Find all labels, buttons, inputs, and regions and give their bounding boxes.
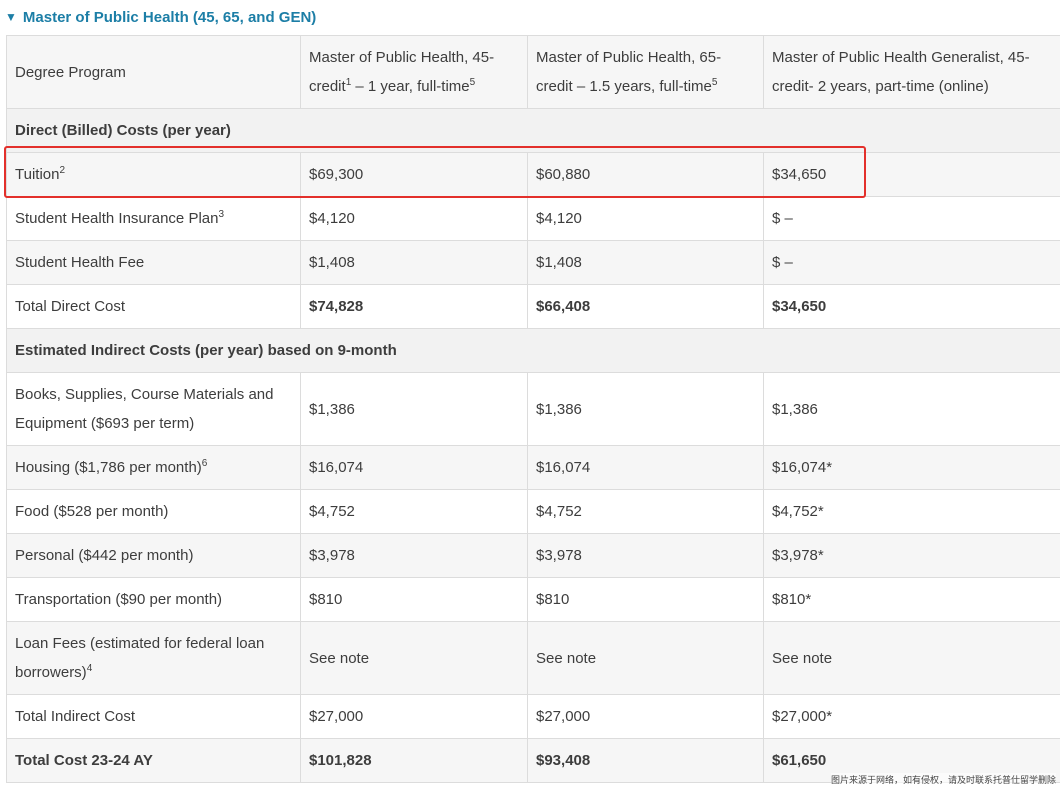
cell-value: $4,752: [527, 489, 764, 534]
header-mph-65: Master of Public Health, 65-credit – 1.5…: [527, 35, 764, 109]
cell-value: See note: [527, 621, 764, 695]
row-total-indirect: Total Indirect Cost $27,000 $27,000 $27,…: [6, 694, 1060, 739]
cell-value: $4,120: [527, 196, 764, 241]
cell-value: $4,120: [300, 196, 528, 241]
cell-value: $810: [527, 577, 764, 622]
row-personal: Personal ($442 per month) $3,978 $3,978 …: [6, 533, 1060, 578]
cell-value: $ –: [763, 240, 1060, 285]
cell-value: See note: [300, 621, 528, 695]
cell-value: $27,000: [527, 694, 764, 739]
cell-value: $16,074*: [763, 445, 1060, 490]
cell-value: $4,752: [300, 489, 528, 534]
section-header-indirect: Estimated Indirect Costs (per year) base…: [6, 328, 1060, 373]
cell-value: $101,828: [300, 738, 528, 783]
row-label: Student Health Insurance Plan3: [6, 196, 301, 241]
cell-value: $3,978*: [763, 533, 1060, 578]
cell-value: $810*: [763, 577, 1060, 622]
cell-value: $74,828: [300, 284, 528, 329]
row-tuition: Tuition2 $69,300 $60,880 $34,650: [6, 152, 1060, 197]
header-degree-program: Degree Program: [6, 35, 301, 109]
row-label: Total Cost 23-24 AY: [6, 738, 301, 783]
cell-value: $1,408: [527, 240, 764, 285]
row-label: Food ($528 per month): [6, 489, 301, 534]
watermark-text: 图片来源于网络，如有侵权，请及时联系托普仕留学删除: [830, 773, 1056, 786]
cell-value: $1,386: [763, 372, 1060, 446]
cell-value: $3,978: [300, 533, 528, 578]
cell-value: $1,386: [300, 372, 528, 446]
cost-table: Degree Program Master of Public Health, …: [6, 35, 1060, 783]
row-health-fee: Student Health Fee $1,408 $1,408 $ –: [6, 240, 1060, 285]
table-header-row: Degree Program Master of Public Health, …: [6, 35, 1060, 109]
row-label: Student Health Fee: [6, 240, 301, 285]
accordion-title: Master of Public Health (45, 65, and GEN…: [22, 8, 317, 26]
row-label: Total Direct Cost: [6, 284, 301, 329]
cell-value: $93,408: [527, 738, 764, 783]
row-transportation: Transportation ($90 per month) $810 $810…: [6, 577, 1060, 622]
cell-value: $69,300: [300, 152, 528, 197]
row-food: Food ($528 per month) $4,752 $4,752 $4,7…: [6, 489, 1060, 534]
row-label: Total Indirect Cost: [6, 694, 301, 739]
cell-value: $3,978: [527, 533, 764, 578]
cell-value: $810: [300, 577, 528, 622]
cell-value: $34,650: [763, 284, 1060, 329]
cell-value: $1,386: [527, 372, 764, 446]
cell-value: $60,880: [527, 152, 764, 197]
cell-value: $27,000*: [763, 694, 1060, 739]
row-label: Housing ($1,786 per month)6: [6, 445, 301, 490]
row-label: Tuition2: [6, 152, 301, 197]
row-label: Personal ($442 per month): [6, 533, 301, 578]
accordion-toggle[interactable]: ▼ Master of Public Health (45, 65, and G…: [5, 0, 316, 34]
cell-value: See note: [763, 621, 1060, 695]
cell-value: $16,074: [300, 445, 528, 490]
cell-value: $1,408: [300, 240, 528, 285]
cell-value: $ –: [763, 196, 1060, 241]
cell-value: $66,408: [527, 284, 764, 329]
section-header-direct: Direct (Billed) Costs (per year): [6, 108, 1060, 153]
cell-value: $4,752*: [763, 489, 1060, 534]
row-health-insurance: Student Health Insurance Plan3 $4,120 $4…: [6, 196, 1060, 241]
row-label: Books, Supplies, Course Materials and Eq…: [6, 372, 301, 446]
row-books: Books, Supplies, Course Materials and Eq…: [6, 372, 1060, 446]
header-mph-45: Master of Public Health, 45-credit1 – 1 …: [300, 35, 528, 109]
row-total-direct: Total Direct Cost $74,828 $66,408 $34,65…: [6, 284, 1060, 329]
cell-value: $16,074: [527, 445, 764, 490]
triangle-down-icon: ▼: [5, 10, 17, 24]
header-mph-generalist: Master of Public Health Generalist, 45-c…: [763, 35, 1060, 109]
cell-value: $34,650: [763, 152, 1060, 197]
row-label: Transportation ($90 per month): [6, 577, 301, 622]
cell-value: $27,000: [300, 694, 528, 739]
row-housing: Housing ($1,786 per month)6 $16,074 $16,…: [6, 445, 1060, 490]
row-loan-fees: Loan Fees (estimated for federal loan bo…: [6, 621, 1060, 695]
row-label: Loan Fees (estimated for federal loan bo…: [6, 621, 301, 695]
